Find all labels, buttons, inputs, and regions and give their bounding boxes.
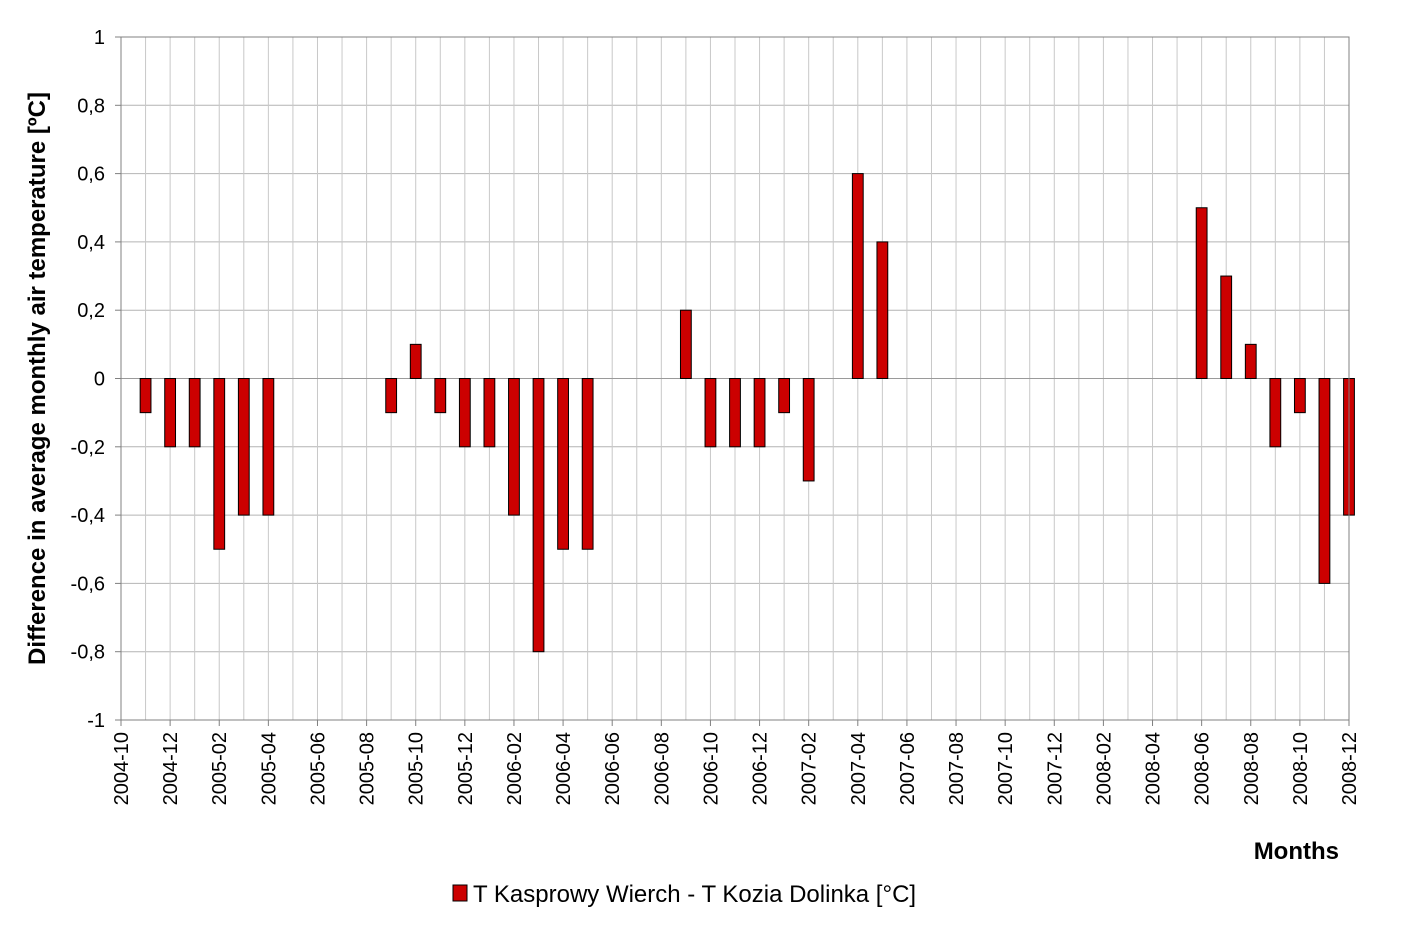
bar — [385, 378, 398, 414]
x-tick-label: 2005-08 — [357, 732, 379, 805]
y-tick-label: -0,8 — [71, 642, 105, 664]
bar — [778, 378, 791, 414]
y-tick-label: -0,2 — [71, 437, 105, 459]
bar — [434, 378, 447, 414]
x-tick-label: 2007-06 — [897, 732, 919, 805]
x-tick-label: 2007-10 — [995, 732, 1017, 805]
y-tick-label: 1 — [94, 27, 105, 49]
x-tick-label: 2006-12 — [750, 732, 772, 805]
x-tick-label: 2005-04 — [258, 732, 280, 805]
bar — [1195, 207, 1208, 379]
y-tick-label: 0,8 — [77, 95, 105, 117]
bar — [1293, 378, 1306, 414]
x-tick-label: 2006-06 — [602, 732, 624, 805]
bar — [139, 378, 152, 414]
bar — [1220, 275, 1233, 379]
bar — [237, 378, 250, 516]
y-tick-label: 0 — [94, 369, 105, 391]
y-tick-label: -0,4 — [71, 505, 105, 527]
legend: T Kasprowy Wierch - T Kozia Dolinka [°C] — [452, 881, 916, 908]
x-tick-label: 2007-02 — [799, 732, 821, 805]
x-tick-label: 2006-10 — [700, 732, 722, 805]
x-tick-label: 2007-04 — [848, 732, 870, 805]
bar — [802, 378, 815, 482]
x-tick-label: 2006-08 — [651, 732, 673, 805]
x-tick-label: 2007-08 — [946, 732, 968, 805]
y-tick-label: -1 — [87, 710, 105, 732]
bar — [164, 378, 177, 448]
y-tick-label: 0,4 — [77, 232, 105, 254]
y-tick-label: 0,2 — [77, 300, 105, 322]
bar — [262, 378, 275, 516]
x-tick-label: 2008-06 — [1192, 732, 1214, 805]
x-tick-label: 2008-12 — [1339, 732, 1361, 805]
bar — [483, 378, 496, 448]
bars — [139, 173, 1355, 653]
bar — [581, 378, 594, 550]
bar — [557, 378, 569, 550]
bar — [876, 241, 889, 379]
x-tick-label: 2008-04 — [1143, 732, 1165, 805]
bar — [409, 343, 422, 380]
y-tick-label: 0,6 — [77, 164, 105, 186]
bar — [1318, 378, 1331, 584]
x-tick-label: 2006-04 — [553, 732, 575, 805]
x-tick-label: 2008-02 — [1093, 732, 1115, 805]
x-tick-label: 2004-10 — [111, 732, 133, 805]
x-tick-label: 2008-08 — [1241, 732, 1263, 805]
x-tick-label: 2005-02 — [209, 732, 231, 805]
bar — [729, 378, 741, 448]
x-tick-label: 2005-12 — [455, 732, 477, 805]
bar — [851, 173, 864, 379]
bar — [508, 378, 520, 516]
legend-swatch — [452, 884, 468, 902]
y-axis-title: Difference in average monthly air temper… — [24, 92, 51, 665]
legend-label: T Kasprowy Wierch - T Kozia Dolinka [°C] — [473, 881, 916, 908]
y-tick-labels: 1 0,8 0,6 0,4 0,2 0 -0,2 -0,4 -0,6 -0,8 -1 — [71, 27, 121, 732]
bar — [704, 378, 717, 448]
x-tick-label: 2005-10 — [406, 732, 428, 805]
x-tick-label: 2004-12 — [160, 732, 182, 805]
bar — [679, 309, 692, 380]
bar — [458, 378, 471, 448]
x-tick-label: 2006-02 — [504, 732, 526, 805]
bar — [1269, 378, 1282, 448]
x-tick-label: 2007-12 — [1044, 732, 1066, 805]
bar — [213, 378, 226, 550]
bar — [1244, 343, 1257, 380]
x-tick-label: 2008-10 — [1290, 732, 1312, 805]
bar — [188, 378, 201, 448]
x-tick-labels: 2004-10 2004-12 2005-02 2005-04 2005-06 2005-… — [111, 720, 1361, 805]
x-tick-label: 2005-06 — [307, 732, 329, 805]
bar — [532, 378, 545, 653]
plot-frame — [120, 36, 1350, 721]
bar — [753, 378, 766, 448]
y-tick-label: -0,6 — [71, 573, 105, 595]
x-axis-title: Months — [1254, 838, 1339, 865]
